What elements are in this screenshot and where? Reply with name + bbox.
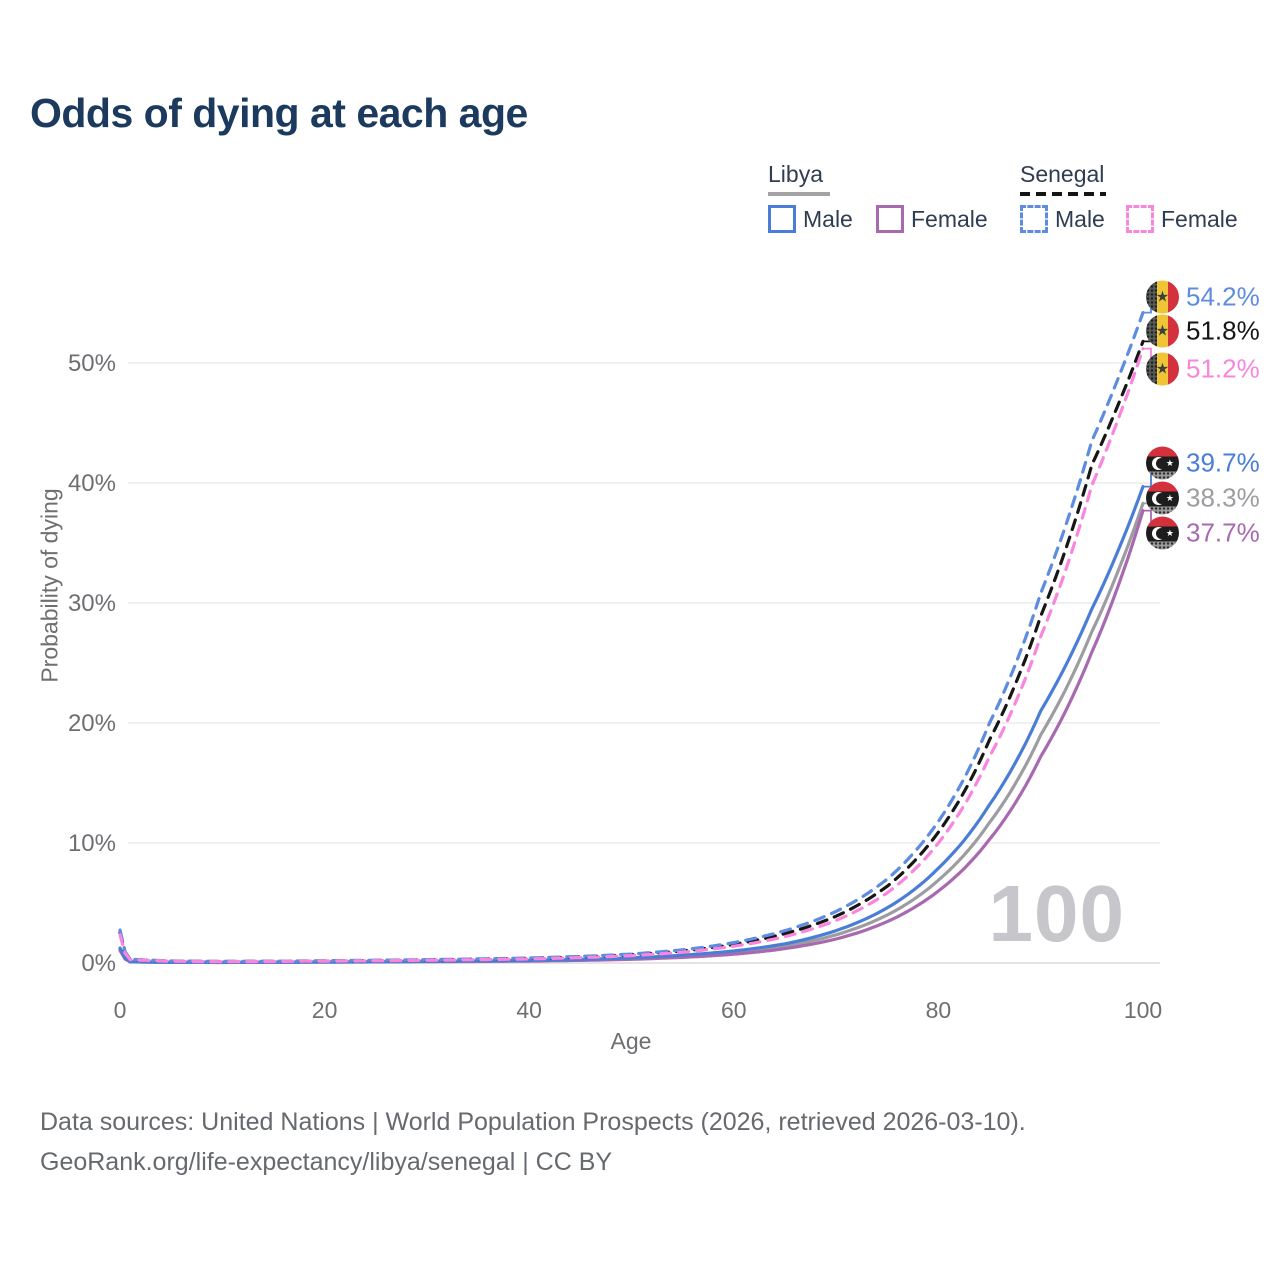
- x-tick-label: 20: [312, 997, 338, 1023]
- legend-item-libya-female[interactable]: Female: [876, 205, 988, 233]
- legend-item-senegal-female[interactable]: Female: [1126, 205, 1238, 233]
- legend-item-label: Female: [1161, 205, 1238, 232]
- y-tick-label: 50%: [68, 350, 116, 377]
- legend-item-label: Male: [803, 205, 853, 232]
- leader-line: [1143, 509, 1157, 534]
- series-line-senegal-female[interactable]: [118, 347, 1145, 964]
- libya-line-sample: [768, 192, 830, 196]
- senegal-female-swatch-icon: [1126, 205, 1154, 233]
- y-axis-title: Probability of dying: [36, 488, 63, 683]
- y-tick-label: 0%: [81, 950, 116, 977]
- x-tick-label: 0: [114, 997, 127, 1023]
- legend-group-libya[interactable]: Libya: [768, 161, 823, 187]
- data-sources-text: Data sources: United Nations | World Pop…: [40, 1108, 1026, 1136]
- libya-female-swatch-icon: [876, 205, 904, 233]
- senegal-male-swatch-icon: [1020, 205, 1048, 233]
- libya-male-swatch-icon: [768, 205, 796, 233]
- y-tick-label: 40%: [68, 470, 116, 497]
- series-line-senegal-male[interactable]: [118, 311, 1145, 963]
- leader-line: [1143, 347, 1157, 370]
- x-tick-label: 40: [516, 997, 542, 1023]
- legend-group-senegal[interactable]: Senegal: [1020, 161, 1105, 187]
- legend-item-label: Male: [1055, 205, 1105, 232]
- x-tick-label: 60: [721, 997, 747, 1023]
- legend-item-label: Female: [911, 205, 988, 232]
- legend-item-libya-male[interactable]: Male: [768, 205, 853, 233]
- y-tick-label: 20%: [68, 710, 116, 737]
- page-title: Odds of dying at each age: [30, 90, 528, 136]
- x-tick-label: 80: [926, 997, 952, 1023]
- senegal-line-sample: [1020, 192, 1106, 196]
- legend-item-senegal-male[interactable]: Male: [1020, 205, 1105, 233]
- attribution-text: GeoRank.org/life-expectancy/libya/senega…: [40, 1148, 613, 1176]
- y-tick-label: 30%: [68, 590, 116, 617]
- y-tick-label: 10%: [68, 830, 116, 857]
- x-axis-title: Age: [610, 1028, 652, 1054]
- x-tick-label: 100: [1124, 997, 1162, 1023]
- leader-line: [1143, 296, 1157, 314]
- age-watermark: 100: [988, 869, 1125, 958]
- leader-line: [1143, 330, 1157, 343]
- leader-line: [1143, 497, 1157, 505]
